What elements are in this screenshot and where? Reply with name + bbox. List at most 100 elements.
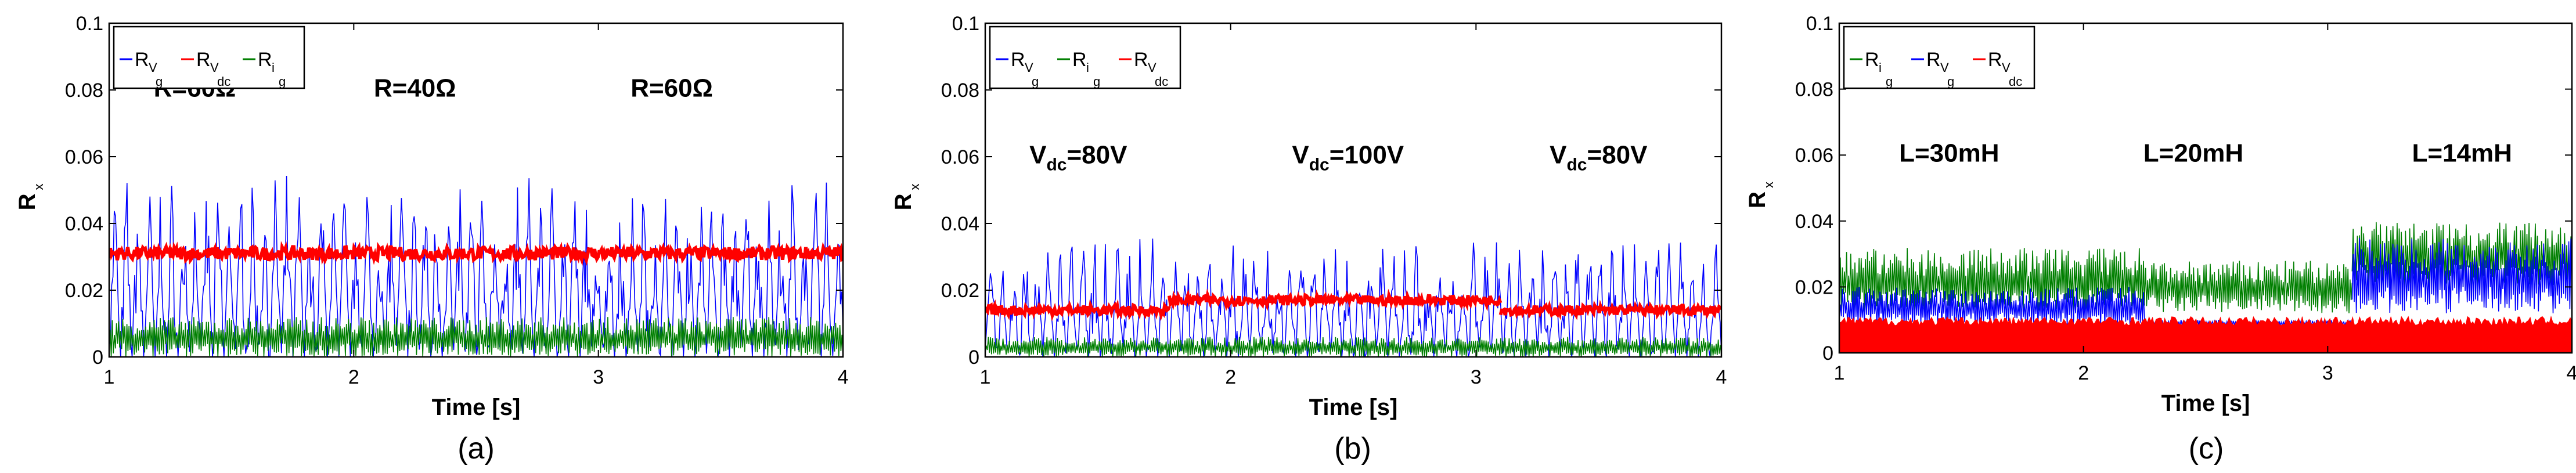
y-tick-label: 0.04	[1795, 211, 1833, 233]
annotation: L=14mH	[2412, 139, 2512, 168]
legend-sub1: i	[1086, 60, 1089, 75]
annotation: R=60Ω	[631, 74, 713, 103]
y-tick-label: 0.02	[65, 280, 103, 302]
legend-label: R	[1988, 49, 2002, 71]
y-tick-label: 0.06	[65, 146, 103, 168]
legend-label: R	[1865, 49, 1879, 71]
annotation-main: V	[1029, 141, 1047, 169]
annotation-rest: =80V	[1587, 141, 1648, 169]
series-R_Vdc	[1839, 315, 2572, 353]
annotation-sub: dc	[1309, 156, 1330, 175]
legend-label: R	[1072, 49, 1087, 71]
legend-sub1: V	[1148, 60, 1157, 75]
legend-label: R	[135, 49, 149, 71]
y-tick-label: 0.06	[941, 146, 979, 168]
y-axis-label: Rx	[891, 184, 922, 211]
x-tick-label: 2	[1225, 366, 1236, 388]
x-tick-label: 2	[2078, 362, 2089, 384]
y-tick-label: 0.08	[1795, 79, 1833, 101]
annotation-rest: =80V	[1067, 141, 1127, 169]
legend-sub2: g	[279, 74, 286, 89]
legend-sub2: g	[156, 74, 163, 89]
series-line-R_ig-0	[109, 317, 843, 357]
annotation: Vdc=80V	[1550, 141, 1648, 175]
y-tick-label: 0.1	[1806, 13, 1833, 35]
series-line-R_ig-0	[985, 337, 1721, 357]
x-tick-label: 3	[1471, 366, 1482, 388]
legend-sub2: g	[1032, 74, 1039, 89]
series-line-R_Vdc-0	[109, 241, 843, 266]
legend-label: R	[1134, 49, 1148, 71]
series-line-R_Vdc-0	[985, 299, 1171, 322]
annotation: Vdc=80V	[1029, 141, 1127, 175]
y-axis-label-main: R	[15, 193, 40, 210]
panel-label: (a)	[457, 432, 495, 465]
annotation-sub: dc	[1046, 156, 1067, 175]
series-R_ig	[109, 317, 843, 357]
x-axis-label: Time [s]	[432, 395, 521, 420]
x-axis-label: Time [s]	[1309, 395, 1398, 420]
y-tick-label: 0	[1822, 342, 1833, 364]
axes-box	[1838, 22, 2573, 354]
plot-area	[1839, 222, 2572, 353]
series-fill-R_Vdc-0	[1839, 315, 2572, 353]
series-R_ig	[1839, 222, 2572, 313]
y-tick-label: 0	[92, 346, 103, 369]
series-line-R_ig-0	[1839, 248, 2145, 313]
annotation: L=20mH	[2143, 139, 2243, 168]
x-tick-label: 4	[1716, 366, 1727, 388]
series-line-R_Vdc-1	[1168, 288, 1503, 312]
y-tick-label: 0.02	[1795, 276, 1833, 298]
axes-box	[108, 22, 844, 358]
panel-label: (b)	[1334, 432, 1371, 465]
y-axis-label-main: R	[891, 193, 916, 210]
x-tick-label: 3	[593, 366, 604, 388]
legend: R VgR igR Vdc	[989, 26, 1181, 89]
x-tick-label: 2	[348, 366, 359, 388]
legend-sub1: i	[272, 60, 275, 75]
legend-sub2: g	[1093, 74, 1100, 89]
series-R_Vdc	[109, 241, 843, 266]
annotation-sub: dc	[1566, 156, 1587, 175]
x-tick-label: 3	[2322, 362, 2333, 384]
annotation: R=40Ω	[374, 74, 456, 103]
series-line-R_Vg-0	[109, 175, 843, 357]
series-line-R_Vg-2	[2351, 238, 2572, 313]
y-axis-label-sub: x	[31, 184, 46, 190]
annotation-rest: =100V	[1330, 141, 1404, 169]
series-line-R_Vg-0	[1839, 287, 2145, 327]
x-tick-label: 1	[980, 366, 991, 388]
x-tick-label: 1	[1834, 362, 1845, 384]
y-tick-label: 0.04	[65, 213, 103, 235]
legend-sub1: V	[2002, 60, 2011, 75]
legend-label: R	[196, 49, 211, 71]
legend-sub2: dc	[1155, 74, 1168, 89]
y-tick-label: 0.1	[76, 13, 103, 35]
legend-sub1: V	[210, 60, 219, 75]
annotation: Vdc=100V	[1292, 141, 1404, 175]
annotation-main: V	[1550, 141, 1567, 169]
legend-box	[989, 26, 1181, 89]
legend-sub2: g	[1886, 74, 1893, 89]
x-tick-label: 4	[838, 366, 849, 388]
legend-label: R	[1926, 49, 1941, 71]
legend-sub1: i	[1879, 60, 1882, 75]
y-tick-label: 0.08	[65, 80, 103, 102]
plot-area	[109, 175, 843, 357]
legend-label: R	[258, 49, 272, 71]
legend-box	[113, 26, 305, 89]
axes-box	[984, 22, 1723, 358]
legend-box	[1843, 26, 2035, 89]
y-tick-label: 0.02	[941, 280, 979, 302]
y-axis-label: Rx	[1745, 182, 1776, 208]
y-tick-label: 0.06	[1795, 145, 1833, 167]
chart-c: 1 2 3 4 0 0.02 0.04 0.06 0.08 0.1 Time [s] Rx L=30mH…	[1745, 13, 2576, 465]
annotation-main: V	[1292, 141, 1309, 169]
legend-sub2: g	[1947, 74, 1954, 89]
y-tick-label: 0.04	[941, 213, 979, 235]
legend-sub2: dc	[2009, 74, 2022, 89]
